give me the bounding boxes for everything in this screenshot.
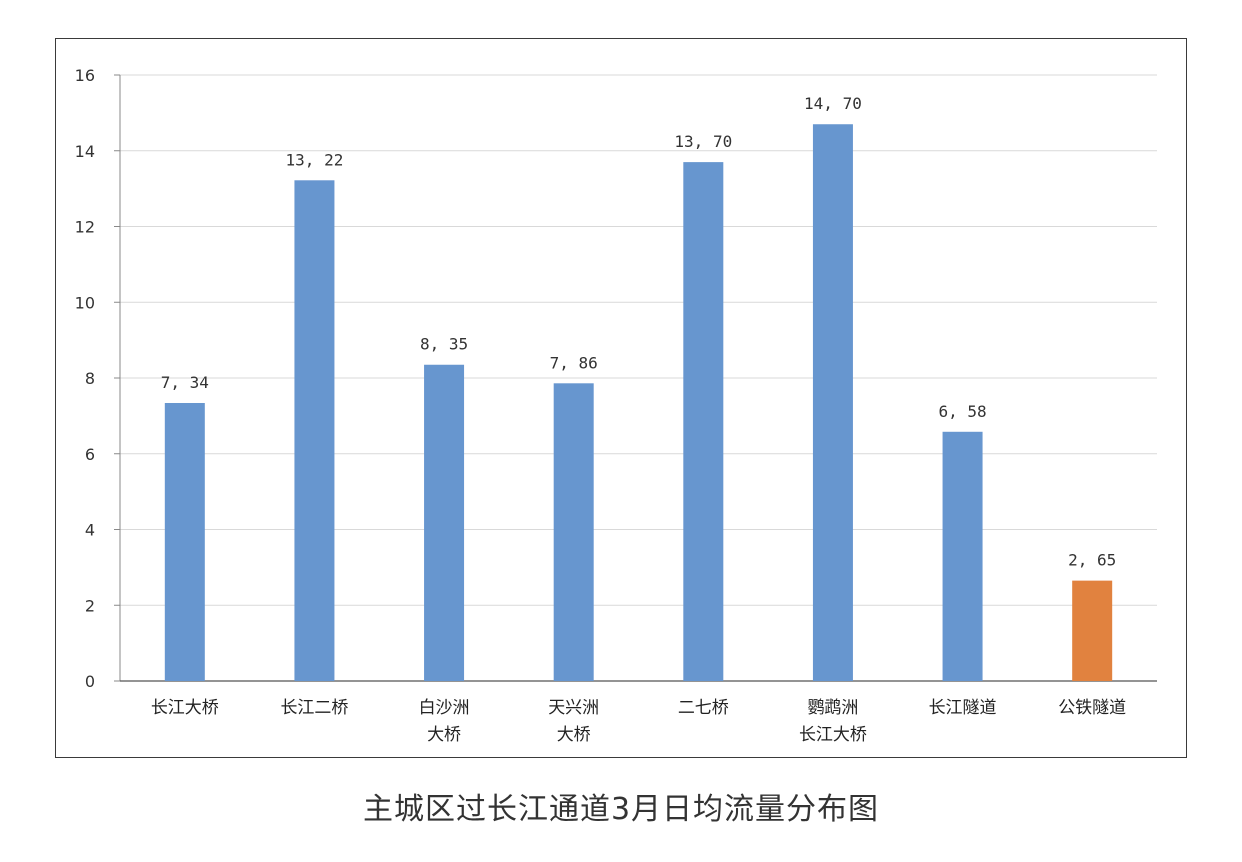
- axes: [114, 74, 1157, 682]
- y-tick-label: 8: [85, 369, 95, 388]
- chart-caption: 主城区过长江通道3月日均流量分布图: [362, 792, 880, 827]
- x-tick-label: 二七桥: [678, 698, 729, 718]
- data-label: 8, 35: [420, 335, 468, 354]
- y-tick-labels: 0 2 4 6 8 10 12 14 16: [75, 66, 95, 691]
- x-tick-label: 大桥: [557, 725, 591, 745]
- y-tick-label: 12: [75, 218, 95, 237]
- x-tick-label: 长江二桥: [280, 698, 348, 718]
- bar: [812, 124, 853, 682]
- x-tick-label: 长江大桥: [151, 698, 219, 718]
- y-tick-label: 10: [75, 293, 95, 312]
- bar: [942, 431, 983, 681]
- x-tick-label: 鹦鹉洲: [807, 698, 858, 718]
- data-label: 14, 70: [804, 94, 862, 113]
- x-tick-label: 长江大桥: [799, 725, 867, 745]
- x-tick-label: 白沙洲: [419, 698, 470, 718]
- data-label: 2, 65: [1068, 551, 1116, 570]
- y-tick-label: 0: [85, 672, 95, 691]
- bar: [683, 162, 724, 682]
- chart-frame: [55, 38, 1187, 758]
- bar: [164, 402, 205, 681]
- bars: [164, 124, 1113, 682]
- y-tick-label: 2: [85, 596, 95, 615]
- bar: [553, 383, 594, 681]
- x-tick-label: 天兴洲: [548, 698, 599, 718]
- value-labels: 7, 34 13, 22 8, 35 7, 86 13, 70 14, 70 6, 58 2,…: [161, 94, 1117, 569]
- x-tick-label: 公铁隧道: [1058, 698, 1126, 718]
- bar: [294, 180, 335, 682]
- y-tick-label: 14: [75, 142, 95, 161]
- bar: [424, 364, 465, 681]
- data-label: 6, 58: [938, 402, 986, 421]
- gridlines: [120, 74, 1157, 606]
- y-tick-label: 6: [85, 445, 95, 464]
- y-tick-label: 16: [75, 66, 95, 85]
- x-tick-label: 大桥: [427, 725, 461, 745]
- x-tick-label: 长江隧道: [929, 698, 997, 718]
- bar: [1072, 580, 1113, 681]
- data-label: 7, 86: [550, 353, 598, 372]
- data-label: 7, 34: [161, 373, 209, 392]
- data-label: 13, 22: [286, 150, 344, 169]
- data-label: 13, 70: [674, 132, 732, 151]
- y-tick-label: 4: [85, 521, 95, 540]
